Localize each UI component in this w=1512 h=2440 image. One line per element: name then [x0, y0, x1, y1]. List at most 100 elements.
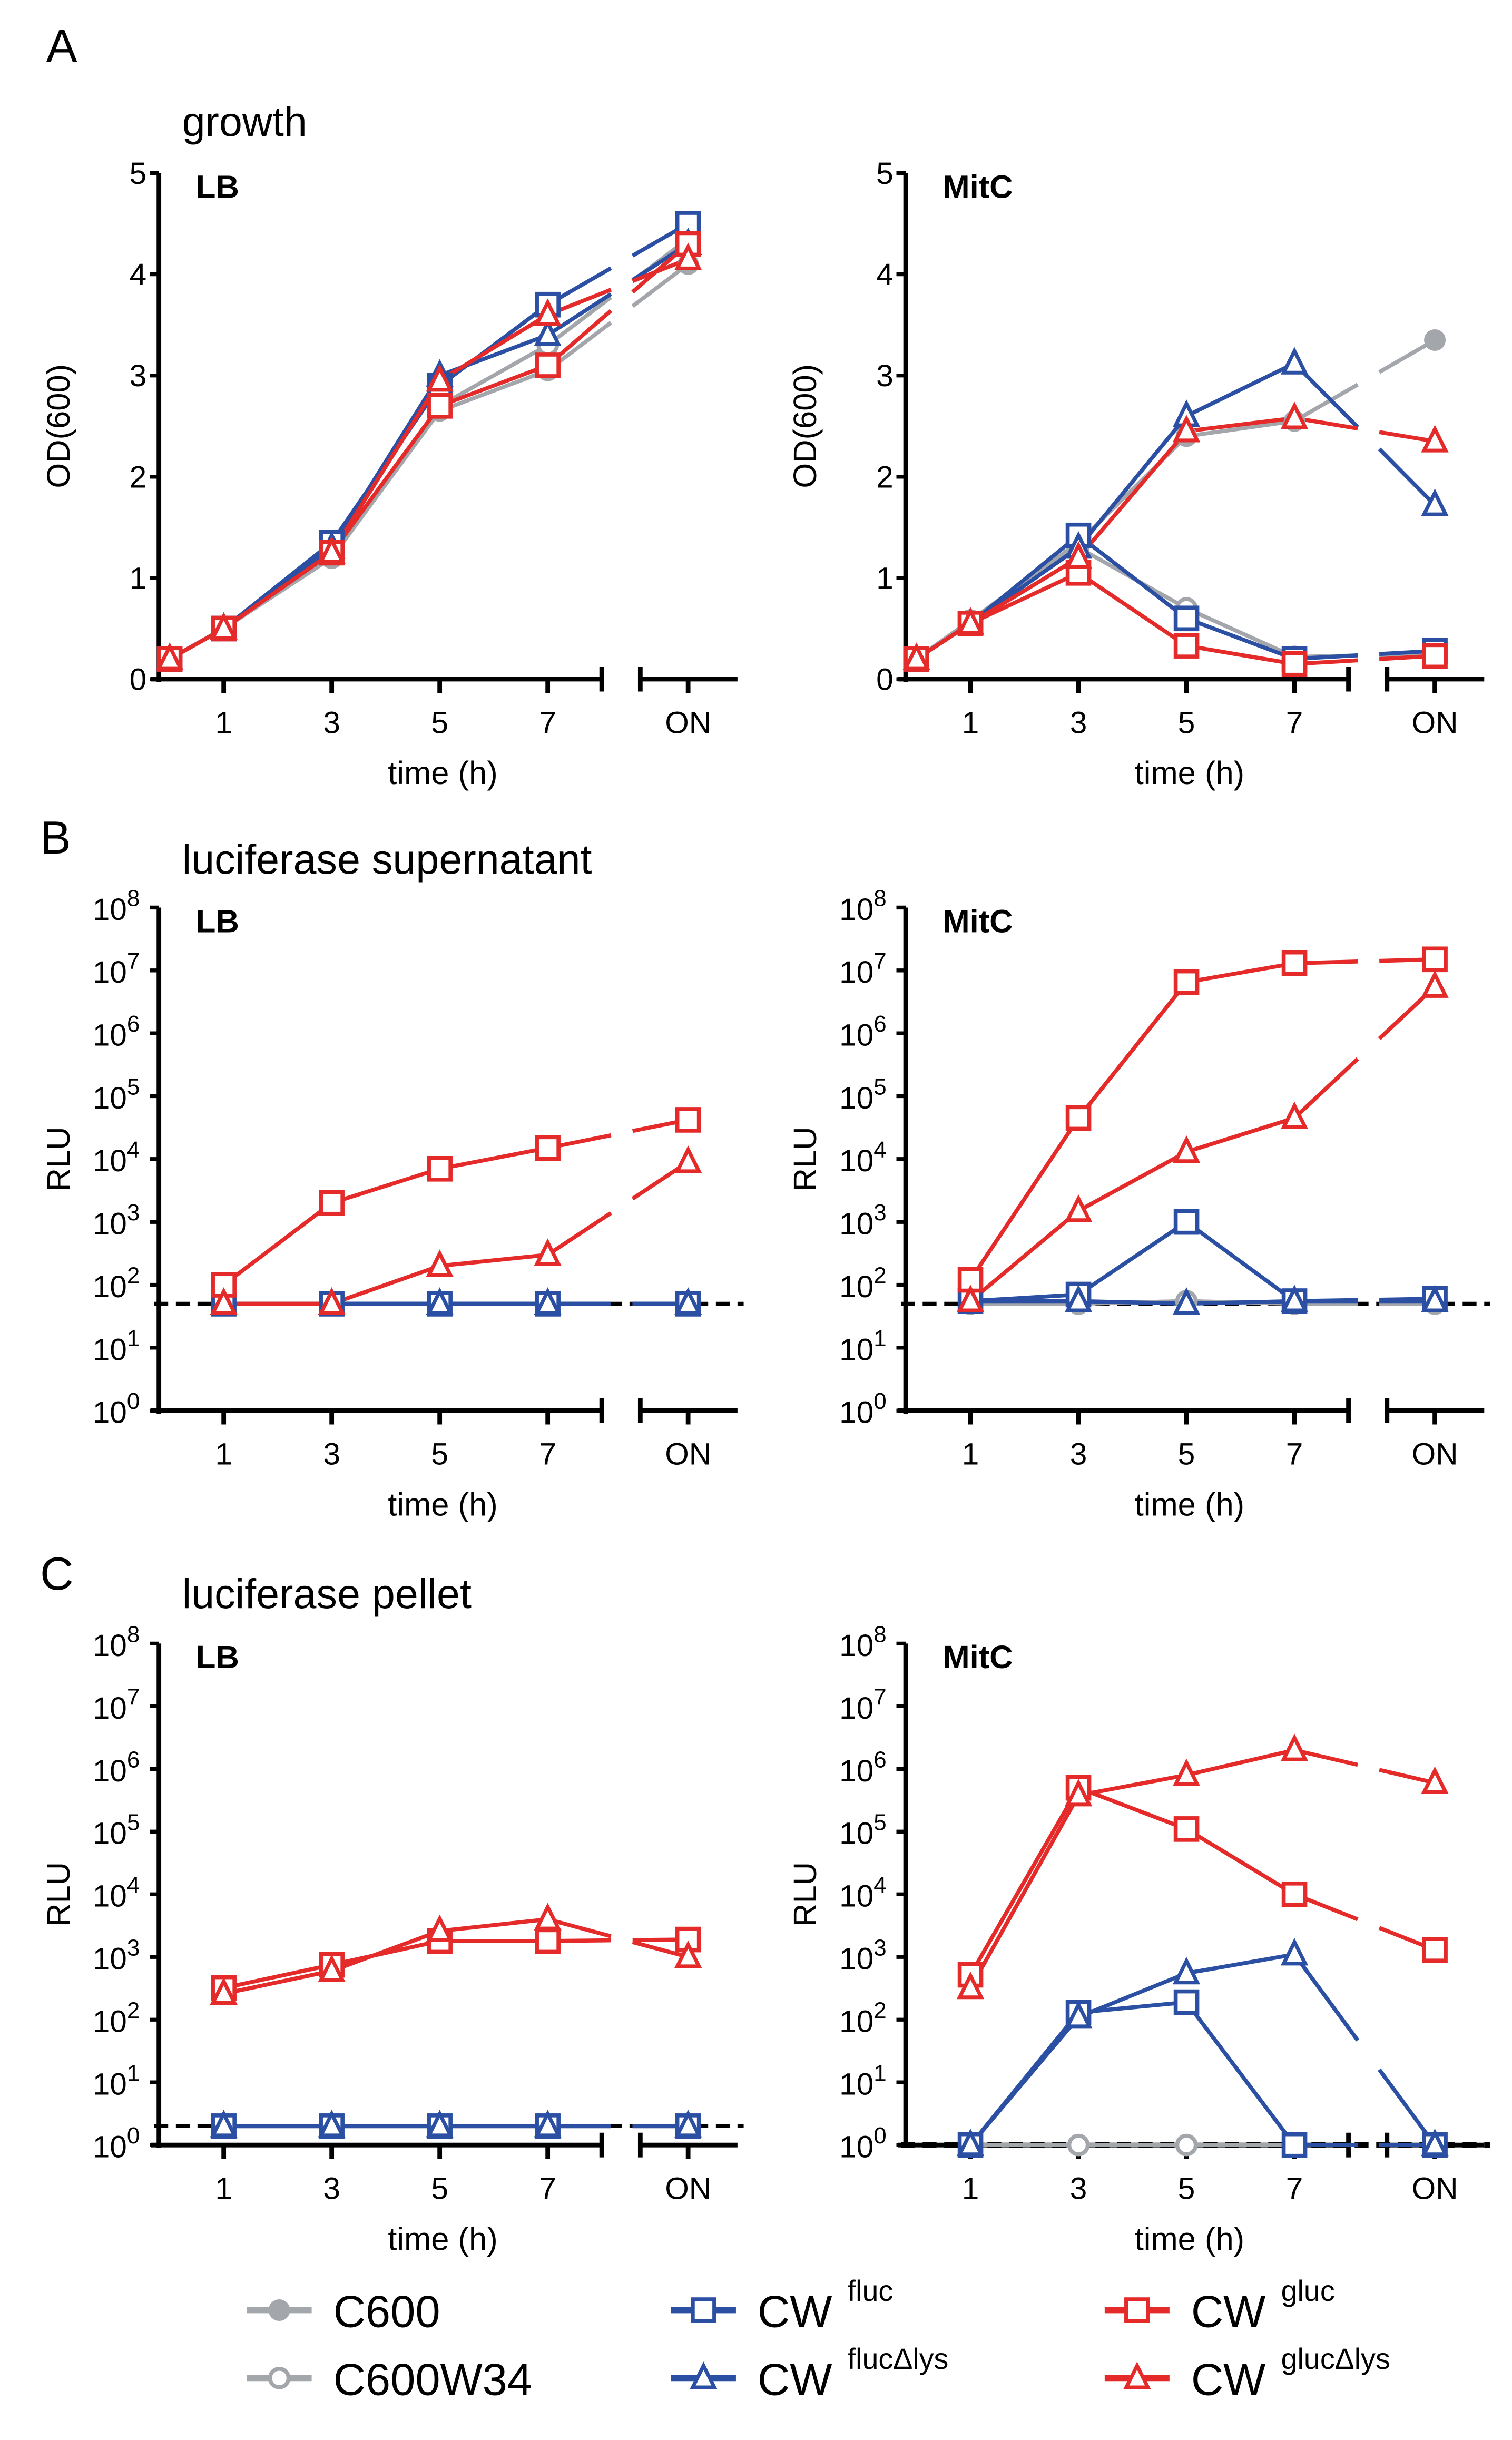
data-point	[1421, 488, 1449, 516]
chart-panel-a-lb: growth LB 0 1 2 3 4 5 1 3 5 7 ON time (h) OD(600)	[41, 98, 738, 791]
y-tick-label: 100	[839, 1388, 887, 1429]
series-line-4	[222, 1118, 689, 1287]
y-tick-label: 101	[93, 1326, 140, 1367]
data-point	[1280, 1101, 1309, 1129]
series-line-4	[169, 242, 690, 661]
x-tick-label: 7	[539, 2172, 556, 2206]
data-point	[1280, 1285, 1309, 1312]
series-line-3	[969, 1952, 1437, 2147]
y-tick-label: 106	[839, 1011, 887, 1052]
data-point	[1422, 946, 1448, 973]
y-tick-label: 108	[93, 886, 140, 927]
data-point	[1281, 950, 1308, 976]
data-point	[675, 1107, 701, 1133]
y-tick-label: 105	[839, 1809, 887, 1850]
x-tick-label: 3	[1070, 706, 1087, 740]
data-point	[1064, 541, 1093, 569]
data-point	[1173, 633, 1200, 659]
data-point	[210, 2110, 238, 2138]
x-tick-label: 3	[323, 2172, 340, 2206]
condition-label: MitC	[942, 903, 1013, 939]
data-point	[674, 242, 702, 270]
chart-panel-c-lb: luciferase pellet LB 100 101 102 103 104 105 106…	[41, 1570, 744, 2257]
condition-label: MitC	[942, 169, 1013, 205]
data-point	[427, 1156, 453, 1182]
x-tick-label: 3	[1070, 2172, 1087, 2206]
y-tick-label: 105	[839, 1074, 887, 1115]
data-point	[210, 1287, 238, 1315]
data-point	[534, 1903, 562, 1931]
series-line-5	[223, 1160, 690, 1306]
data-point	[1172, 1956, 1201, 1985]
legend-marker	[268, 2367, 291, 2389]
x-axis-label: time (h)	[388, 1486, 497, 1523]
y-tick-label: 108	[93, 1621, 140, 1662]
data-point	[674, 1287, 702, 1315]
y-tick-label: 5	[876, 156, 894, 191]
data-point	[1424, 329, 1446, 351]
legend-item: C600W34	[247, 2355, 532, 2405]
data-point	[535, 352, 561, 378]
y-tick-label: 103	[839, 1935, 887, 1976]
x-tick-label: 3	[323, 1437, 340, 1472]
data-point	[1065, 1105, 1092, 1131]
legend-item: C600	[247, 2287, 440, 2337]
y-tick-label: 3	[876, 359, 894, 393]
x-tick-label: 1	[962, 2172, 979, 2206]
x-tick-label: 7	[1286, 2172, 1303, 2206]
x-tick-label: 5	[1178, 2172, 1195, 2206]
data-point	[1281, 1881, 1308, 1907]
data-point	[902, 642, 930, 670]
y-tick-label: 104	[839, 1137, 887, 1178]
data-point	[318, 536, 346, 564]
x-tick-label: ON	[665, 2172, 711, 2206]
data-point	[534, 1238, 562, 1266]
y-tick-label: 106	[93, 1747, 140, 1788]
y-tick-label: 107	[839, 948, 887, 989]
y-tick-label: 101	[93, 2060, 140, 2101]
x-tick-label: ON	[1412, 2172, 1458, 2206]
y-tick-label: 4	[130, 258, 147, 292]
x-tick-label: ON	[1412, 1437, 1458, 1472]
y-tick-label: 3	[130, 359, 147, 393]
data-point	[1280, 1733, 1309, 1761]
y-tick-label: 0	[876, 663, 894, 697]
series-line-2	[970, 1220, 1435, 1304]
data-point	[426, 1287, 454, 1315]
data-point	[1421, 970, 1449, 998]
y-tick-label: 2	[130, 460, 147, 494]
chart-panel-b-lb: luciferase supernatant LB 100 101 102 103 104 1…	[41, 836, 744, 1523]
legend-marker	[1124, 2297, 1150, 2323]
data-point	[318, 1287, 346, 1315]
condition-label: MitC	[942, 1639, 1013, 1675]
y-tick-label: 0	[130, 663, 147, 697]
series-line-4	[968, 1786, 1436, 1976]
y-axis-label: OD(600)	[787, 364, 823, 488]
y-tick-label: 2	[876, 460, 894, 494]
data-point	[1172, 415, 1201, 443]
data-point	[1173, 969, 1200, 995]
data-point	[1172, 1758, 1201, 1786]
x-tick-label: 7	[1286, 706, 1303, 740]
y-tick-label: 100	[93, 1388, 140, 1429]
data-point	[674, 2110, 702, 2138]
data-point	[210, 1977, 238, 2005]
y-axis-label: RLU	[41, 1126, 77, 1191]
data-point	[427, 393, 453, 419]
x-tick-label: ON	[665, 706, 711, 740]
legend-label: CW flucΔlys	[758, 2343, 948, 2405]
data-point	[1280, 347, 1309, 375]
data-point	[1421, 1766, 1449, 1794]
x-tick-label: 5	[431, 2172, 448, 2206]
y-tick-label: 106	[93, 1011, 140, 1052]
legend-marker	[1123, 2361, 1151, 2389]
x-tick-label: 3	[1070, 1437, 1087, 1472]
data-point	[1422, 643, 1448, 669]
data-point	[319, 1190, 345, 1216]
x-tick-label: 1	[215, 1437, 232, 1472]
data-point	[1172, 1287, 1201, 1315]
y-tick-label: 106	[839, 1747, 887, 1788]
y-axis-label: RLU	[787, 1126, 823, 1191]
